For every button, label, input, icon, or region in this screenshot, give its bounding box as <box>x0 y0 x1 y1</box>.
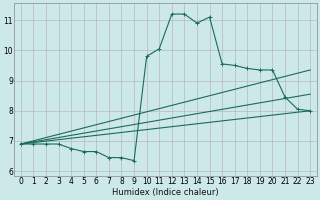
X-axis label: Humidex (Indice chaleur): Humidex (Indice chaleur) <box>112 188 219 197</box>
